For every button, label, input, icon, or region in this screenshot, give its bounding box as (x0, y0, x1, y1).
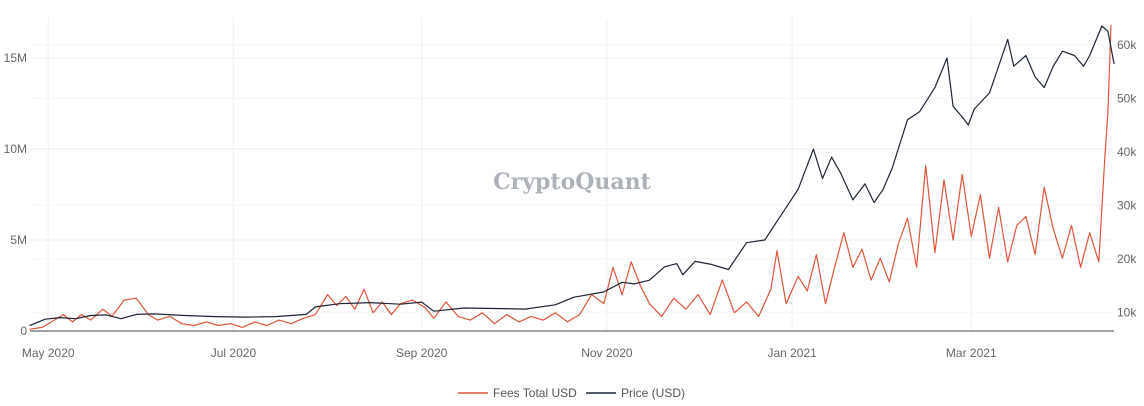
y-right-tick-label: 10k (1117, 305, 1137, 319)
legend: Fees Total USD Price (USD) (458, 386, 685, 400)
y-right-tick-label: 40k (1117, 145, 1137, 159)
series-layer (29, 24, 1115, 330)
y-left-tick-label: 0 (20, 324, 27, 338)
y-left-tick-label: 15M (4, 51, 27, 65)
watermark-logo: CryptoQuant (493, 169, 652, 195)
y-right-tick-label: 30k (1117, 198, 1137, 212)
x-tick-label: Jul 2020 (211, 346, 257, 360)
axis-layer: May 2020 Jul 2020 Sep 2020 Nov 2020 Jan 2021… (4, 38, 1138, 360)
x-tick-label: Nov 2020 (581, 346, 633, 360)
fees-series-line (29, 24, 1112, 330)
y-left-tick-label: 10M (4, 142, 27, 156)
y-right-tick-label: 20k (1117, 252, 1137, 266)
y-right-tick-label: 50k (1117, 91, 1137, 105)
legend-label-price: Price (USD) (621, 386, 685, 400)
y-right-tick-label: 60k (1117, 38, 1137, 52)
x-tick-label: Mar 2021 (946, 346, 997, 360)
y-left-tick-label: 5M (10, 233, 27, 247)
x-tick-label: Jan 2021 (767, 346, 817, 360)
x-tick-label: Sep 2020 (396, 346, 448, 360)
price-series-line (29, 25, 1115, 326)
grid-layer (30, 18, 1114, 331)
legend-label-fees: Fees Total USD (493, 386, 577, 400)
x-tick-label: May 2020 (22, 346, 75, 360)
